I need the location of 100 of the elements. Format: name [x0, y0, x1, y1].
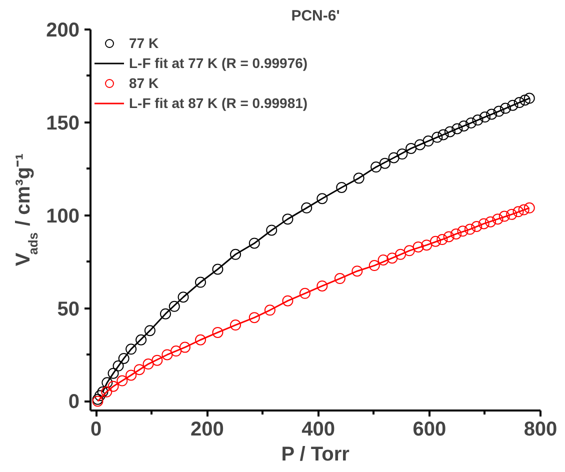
point: [500, 102, 511, 114]
point: [162, 349, 173, 360]
point: [152, 354, 163, 366]
point: [112, 360, 124, 372]
y-tick-label: 50: [57, 298, 80, 320]
point: [457, 226, 468, 237]
y-tick-label: 200: [46, 20, 80, 42]
point: [386, 252, 398, 264]
point: [512, 206, 524, 218]
point: [422, 136, 434, 146]
point: [108, 368, 119, 379]
x-tick-label: 200: [190, 418, 224, 440]
point: [126, 344, 137, 355]
point: [108, 380, 119, 392]
point: [479, 112, 490, 123]
point: [316, 280, 328, 292]
point: [524, 92, 535, 104]
point: [472, 114, 484, 126]
chart-title: PCN-6': [291, 8, 340, 24]
y-tick-label: 100: [46, 205, 80, 228]
point: [412, 241, 424, 252]
point: [524, 202, 535, 214]
point: [230, 248, 241, 260]
point: [485, 216, 496, 228]
point: [179, 342, 190, 353]
point: [406, 142, 417, 154]
point: [195, 276, 206, 288]
point: [170, 346, 182, 357]
point: [421, 240, 432, 251]
point: [368, 260, 380, 272]
point: [195, 334, 206, 346]
point: [118, 352, 130, 364]
point: [301, 202, 312, 214]
point: [282, 295, 294, 306]
point: [493, 106, 504, 117]
point: [353, 172, 364, 184]
point: [492, 214, 504, 225]
point: [160, 308, 171, 320]
point: [230, 320, 241, 330]
point: [101, 386, 112, 398]
point: [464, 224, 476, 235]
x-tick-label: 800: [524, 418, 558, 440]
point: [126, 370, 137, 381]
point: [336, 182, 348, 193]
x-axis-title: P / Torr: [281, 444, 350, 466]
point: [97, 386, 108, 398]
point: [514, 97, 525, 108]
point: [352, 266, 363, 277]
point: [438, 129, 449, 140]
point: [248, 238, 260, 249]
point: [486, 108, 498, 120]
point: [316, 193, 328, 204]
point: [478, 218, 490, 230]
point: [396, 148, 408, 160]
x-tick-label: 400: [302, 418, 335, 440]
point: [452, 123, 463, 134]
point: [282, 214, 294, 225]
point: [168, 300, 180, 312]
legend-label: L-F fit at 87 K (R = 0.99981): [129, 95, 308, 111]
point: [436, 234, 448, 246]
point: [370, 162, 382, 173]
point: [506, 208, 518, 220]
point: [334, 273, 346, 284]
point: [264, 304, 276, 316]
x-tick-label: 600: [412, 418, 446, 440]
point: [388, 152, 400, 164]
legend-label: 87 K: [129, 75, 159, 91]
point: [404, 245, 415, 256]
y-tick-label: 0: [68, 391, 80, 414]
point: [136, 334, 147, 346]
point: [395, 248, 406, 260]
point: [458, 120, 470, 132]
point: [466, 117, 477, 128]
x-tick-label: 0: [90, 418, 102, 440]
point: [144, 325, 156, 336]
point: [212, 326, 224, 338]
point: [212, 264, 224, 275]
point: [142, 358, 154, 370]
legend-label: 77 K: [129, 35, 159, 51]
point: [444, 126, 456, 138]
point: [430, 236, 441, 247]
y-tick-label: 150: [46, 112, 80, 134]
point: [178, 292, 189, 303]
point: [378, 254, 389, 266]
point: [94, 390, 106, 402]
point: [379, 158, 390, 169]
point: [414, 139, 426, 150]
point: [507, 100, 518, 111]
point: [299, 288, 310, 299]
point: [102, 377, 113, 388]
point: [266, 224, 278, 236]
point: [443, 231, 454, 242]
point: [498, 210, 510, 222]
point: [134, 364, 145, 376]
legend-label: L-F fit at 77 K (R = 0.99976): [129, 55, 308, 71]
point: [116, 375, 128, 386]
point: [450, 228, 462, 240]
point: [248, 312, 260, 324]
point: [432, 132, 443, 143]
point: [471, 221, 482, 232]
